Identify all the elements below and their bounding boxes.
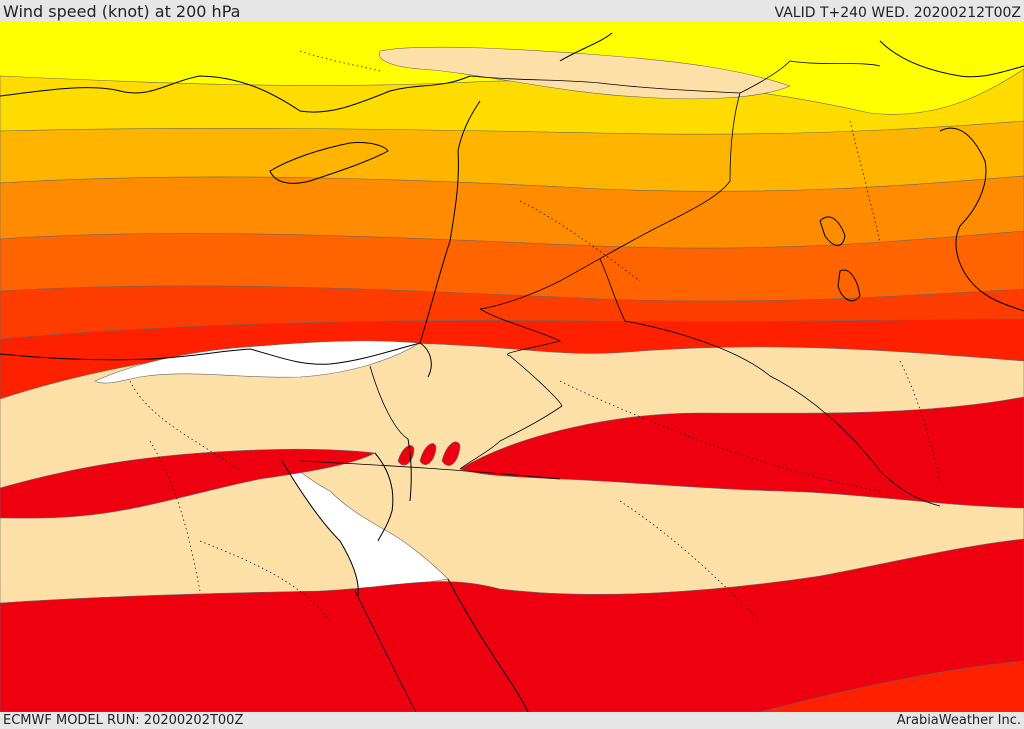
jet-blob-3 — [441, 441, 461, 466]
band-pale-core — [378, 46, 791, 100]
internal-boundaries — [129, 50, 941, 622]
map-footer: ECMWF MODEL RUN: 20200202T00Z ArabiaWeat… — [0, 712, 1024, 729]
calm-patch-north — [94, 340, 421, 384]
map-title: Wind speed (knot) at 200 hPa — [3, 2, 241, 21]
jet-blob-2 — [419, 443, 437, 466]
coastlines — [0, 32, 1024, 712]
wind-speed-map[interactable] — [0, 21, 1024, 712]
brand-label: ArabiaWeather Inc. — [896, 713, 1021, 728]
country-borders — [299, 60, 941, 712]
band-scarlet-south — [759, 660, 1024, 712]
band-red-lower-jet — [0, 538, 1024, 712]
band-red-mid-jet — [459, 396, 1024, 509]
band-red-upper-jet — [0, 448, 377, 519]
model-run-label: ECMWF MODEL RUN: 20200202T00Z — [3, 713, 244, 728]
map-header: Wind speed (knot) at 200 hPa VALID T+240… — [0, 0, 1024, 21]
valid-time: VALID T+240 WED. 20200212T00Z — [774, 5, 1021, 21]
